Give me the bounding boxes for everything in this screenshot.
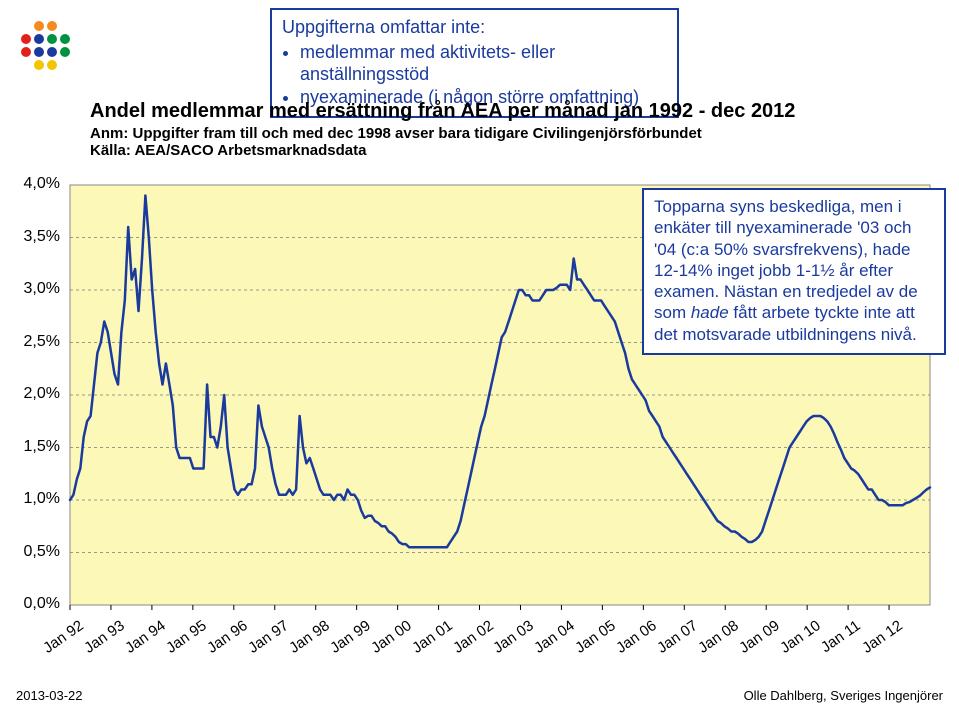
chart-subtitle-1: Anm: Uppgifter fram till och med dec 199… [90, 125, 890, 142]
right-note-box: Topparna syns beskedliga, men i enkäter … [642, 188, 946, 355]
y-tick-label: 0,5% [12, 543, 60, 561]
y-tick-label: 3,5% [12, 228, 60, 246]
footer-author: Olle Dahlberg, Sveriges Ingenjörer [744, 688, 943, 703]
y-tick-label: 0,0% [12, 595, 60, 613]
chart-subtitle-2: Källa: AEA/SACO Arbetsmarknadsdata [90, 142, 890, 159]
y-tick-label: 2,5% [12, 333, 60, 351]
y-tick-label: 1,5% [12, 438, 60, 456]
org-logo [18, 18, 74, 74]
footer-date: 2013-03-22 [16, 688, 83, 703]
footer: 2013-03-22 Olle Dahlberg, Sveriges Ingen… [0, 685, 959, 711]
y-tick-label: 4,0% [12, 175, 60, 193]
y-tick-label: 2,0% [12, 385, 60, 403]
chart-title: Andel medlemmar med ersättning från AEA … [90, 100, 890, 123]
top-note-heading: Uppgifterna omfattar inte: [282, 16, 667, 39]
y-tick-label: 1,0% [12, 490, 60, 508]
chart-title-block: Andel medlemmar med ersättning från AEA … [90, 100, 890, 159]
page: Uppgifterna omfattar inte: medlemmar med… [0, 0, 959, 711]
top-note-item: medlemmar med aktivitets- eller anställn… [300, 41, 667, 86]
top-note-list: medlemmar med aktivitets- eller anställn… [300, 41, 667, 109]
y-tick-label: 3,0% [12, 280, 60, 298]
